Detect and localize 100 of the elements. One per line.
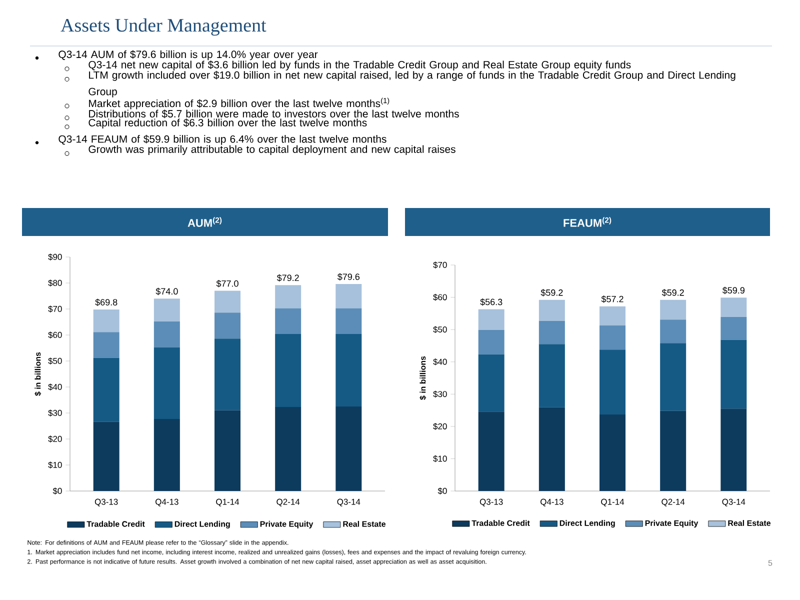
bar bbox=[660, 300, 686, 320]
bar bbox=[214, 290, 240, 313]
bar bbox=[538, 344, 565, 408]
x-tick-label: Q3-14 bbox=[722, 498, 746, 506]
x-tick-label: Q3-13 bbox=[94, 498, 118, 506]
bar bbox=[214, 410, 240, 491]
bar bbox=[600, 414, 626, 491]
chart-title: FEAUM$^{(2)}$ bbox=[564, 217, 612, 227]
y-tick-label: $0 bbox=[52, 488, 62, 494]
legend-label: Direct Lending bbox=[174, 520, 230, 528]
bar bbox=[478, 412, 504, 491]
bar bbox=[600, 306, 626, 326]
bar bbox=[600, 325, 626, 350]
text: Capital reduction of $6.3 billion over the last twelve months bbox=[88, 118, 367, 128]
y-tick-label: $50 bbox=[433, 326, 447, 334]
x-tick-label: Q3-14 bbox=[337, 498, 360, 506]
y-tick-label: $90 bbox=[48, 254, 62, 260]
bar bbox=[660, 343, 686, 411]
total-label: $79.2 bbox=[276, 274, 299, 282]
x-tick-label: Q1-14 bbox=[601, 498, 624, 506]
y-tick-label: $0 bbox=[438, 488, 447, 494]
bar bbox=[538, 300, 565, 321]
text: Assets Under Management bbox=[60, 18, 266, 36]
text: Distributions of $5.7 billion were made to investors over the last twelve months bbox=[89, 110, 459, 118]
total-label: $77.0 bbox=[216, 280, 238, 288]
y-tick-label: $40 bbox=[48, 384, 62, 390]
x-tick-label: Q2-14 bbox=[662, 498, 685, 506]
y-tick-label: $10 bbox=[433, 455, 447, 462]
bar bbox=[275, 285, 302, 308]
bar bbox=[660, 410, 686, 491]
y-tick-label: $30 bbox=[433, 390, 447, 398]
total-label: $74.0 bbox=[156, 288, 178, 296]
y-tick-label: $50 bbox=[48, 358, 62, 364]
bar bbox=[478, 354, 504, 412]
total-label: $56.3 bbox=[480, 298, 502, 306]
bar bbox=[720, 298, 747, 317]
bar bbox=[538, 407, 565, 491]
bar bbox=[720, 340, 747, 409]
total-label: $59.2 bbox=[662, 289, 684, 296]
bar bbox=[154, 321, 180, 348]
legend-label: Private Equity bbox=[645, 520, 698, 528]
bar bbox=[720, 408, 747, 491]
bar bbox=[336, 334, 362, 406]
bar bbox=[336, 308, 362, 334]
y-tick-label: $30 bbox=[48, 410, 62, 416]
total-label: $59.2 bbox=[540, 289, 563, 296]
y-tick-label: $20 bbox=[48, 436, 62, 442]
text: 5 bbox=[768, 560, 772, 566]
text: Market appreciation of $2.9 billion over the last twelve months$^{(1)}$ bbox=[89, 98, 390, 110]
bar bbox=[478, 309, 504, 330]
y-tick-label: $60 bbox=[48, 332, 62, 338]
legend-label: Tradable Credit bbox=[472, 520, 530, 526]
x-tick-label: Q1-14 bbox=[216, 498, 240, 506]
total-label: $79.6 bbox=[337, 273, 360, 281]
total-label: $59.9 bbox=[722, 286, 744, 294]
legend-label: Real Estate bbox=[728, 520, 771, 526]
legend-label: Real Estate bbox=[343, 520, 386, 527]
y-tick-label: $20 bbox=[433, 422, 447, 430]
bar bbox=[214, 312, 240, 339]
x-tick-label: Q3-13 bbox=[480, 498, 503, 506]
text: Q3-14 net new capital of $3.6 billion led by funds in the Tradable Credit Group and Real Estate Group equity funds bbox=[88, 60, 631, 70]
bar bbox=[478, 330, 504, 354]
text: Q3-14 AUM of $79.6 billion is up 14.0% year over year bbox=[58, 50, 318, 60]
total-label: $57.2 bbox=[601, 296, 624, 303]
bar bbox=[154, 347, 180, 419]
text: Q3-14 FEAUM of $59.9 billion is up 6.4% over the last twelve months bbox=[58, 134, 386, 145]
bar bbox=[275, 334, 302, 408]
y-tick-label: $40 bbox=[433, 358, 447, 366]
bar bbox=[275, 308, 302, 334]
y-tick-label: $80 bbox=[48, 280, 62, 286]
x-tick-label: Q4-13 bbox=[156, 498, 178, 506]
y-tick-label: $70 bbox=[433, 262, 447, 268]
bar bbox=[93, 332, 120, 358]
legend-label: Tradable Credit bbox=[86, 520, 145, 527]
bar bbox=[336, 406, 362, 491]
bar bbox=[93, 358, 120, 422]
bar bbox=[720, 316, 747, 340]
y-tick-label: $70 bbox=[48, 306, 62, 312]
y-tick-label: $60 bbox=[433, 294, 447, 301]
y-axis-title: $ in billions bbox=[34, 352, 42, 396]
bar bbox=[154, 418, 180, 491]
total-label: $69.8 bbox=[95, 298, 118, 306]
legend-label: Direct Lending bbox=[560, 520, 615, 528]
x-tick-label: Q4-13 bbox=[540, 498, 564, 506]
bar bbox=[93, 422, 120, 491]
text: Growth was primarily attributable to capital deployment and new capital raises bbox=[88, 145, 456, 156]
text: LTM growth included over $19.0 billion in net new capital raised, led by a range of funds in the Tradable Credit Group and Direct Lending Group bbox=[88, 70, 736, 98]
chart-title: AUM$^{(2)}$ bbox=[188, 217, 222, 227]
bar bbox=[93, 310, 120, 332]
bar bbox=[660, 320, 686, 344]
bar bbox=[538, 320, 565, 344]
y-tick-label: $10 bbox=[48, 462, 62, 468]
x-tick-label: Q2-14 bbox=[276, 498, 300, 506]
bar bbox=[214, 338, 240, 410]
bar bbox=[275, 407, 302, 491]
y-axis-title: $ in billions bbox=[420, 356, 426, 400]
legend-label: Private Equity bbox=[260, 520, 314, 528]
bar bbox=[600, 350, 626, 414]
bar bbox=[154, 298, 180, 322]
bar bbox=[336, 284, 362, 308]
